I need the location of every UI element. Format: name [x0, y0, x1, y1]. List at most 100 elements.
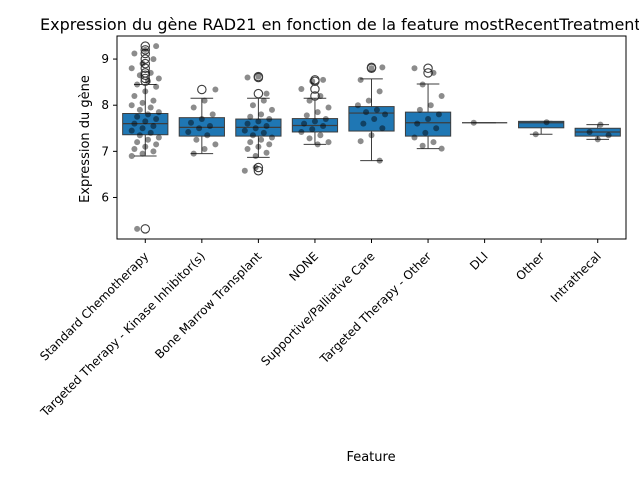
- data-point: [255, 73, 262, 80]
- data-point: [416, 106, 423, 113]
- data-point: [153, 116, 160, 123]
- data-point: [150, 56, 157, 63]
- data-point: [382, 111, 389, 118]
- data-point: [144, 78, 151, 85]
- data-point: [368, 132, 375, 139]
- data-point: [201, 146, 208, 153]
- data-point: [266, 116, 273, 123]
- data-point: [206, 122, 213, 129]
- data-point: [142, 46, 149, 53]
- data-point: [139, 60, 146, 67]
- outlier-marker: [253, 165, 264, 176]
- data-point: [365, 97, 372, 104]
- data-point: [260, 97, 267, 104]
- data-point: [363, 109, 370, 116]
- data-point: [241, 127, 248, 134]
- data-point: [252, 152, 259, 159]
- data-point: [266, 141, 273, 148]
- data-point: [438, 92, 445, 99]
- data-point: [419, 142, 426, 149]
- data-point: [147, 104, 154, 111]
- y-tick-label: 9: [101, 52, 109, 66]
- data-point: [247, 139, 254, 146]
- outlier-marker: [197, 84, 207, 95]
- y-tick-label: 6: [101, 190, 109, 204]
- data-point: [376, 88, 383, 95]
- data-point: [139, 125, 146, 132]
- data-point: [314, 141, 321, 148]
- data-point: [185, 128, 192, 135]
- data-point: [320, 122, 327, 129]
- outlier-marker: [253, 88, 264, 99]
- data-point: [258, 136, 265, 143]
- data-point: [139, 99, 146, 106]
- data-point: [368, 65, 375, 72]
- chart-title: Expression du gène RAD21 en fonction de …: [40, 15, 639, 34]
- data-point: [136, 106, 143, 113]
- outlier-marker: [140, 73, 151, 84]
- outlier-marker: [423, 68, 433, 78]
- data-point: [147, 69, 154, 76]
- data-point: [196, 125, 203, 132]
- data-point: [201, 97, 208, 104]
- data-point: [309, 126, 316, 133]
- data-point: [470, 119, 477, 126]
- box-iqr: [348, 106, 395, 132]
- data-point: [190, 150, 197, 157]
- outlier-marker: [140, 63, 151, 74]
- y-tick-label: 8: [101, 98, 109, 112]
- data-point: [430, 139, 437, 146]
- outlier-marker: [423, 63, 433, 74]
- data-point: [134, 113, 141, 120]
- data-point: [594, 136, 601, 143]
- data-point: [325, 139, 332, 146]
- data-point: [597, 121, 604, 128]
- data-point: [193, 136, 200, 143]
- outlier-marker: [140, 48, 151, 59]
- data-point: [136, 72, 143, 79]
- outlier-marker: [140, 224, 151, 234]
- data-point: [247, 113, 254, 120]
- data-point: [430, 69, 437, 76]
- data-point: [209, 111, 216, 118]
- data-point: [136, 132, 143, 139]
- outlier-marker: [310, 91, 320, 101]
- data-point: [427, 102, 434, 109]
- outlier-marker: [140, 54, 151, 64]
- data-point: [425, 116, 432, 123]
- data-point: [306, 97, 313, 104]
- data-point: [190, 104, 197, 111]
- data-point: [155, 134, 162, 141]
- data-point: [301, 120, 308, 127]
- data-point: [128, 65, 135, 72]
- data-point: [414, 120, 421, 127]
- data-point: [244, 120, 251, 127]
- data-point: [357, 138, 364, 145]
- data-point: [422, 129, 429, 136]
- data-point: [212, 141, 219, 148]
- data-point: [198, 116, 205, 123]
- data-point: [298, 128, 305, 135]
- data-point: [187, 119, 194, 126]
- outlier-marker: [140, 68, 151, 78]
- data-point: [532, 131, 539, 138]
- data-point: [311, 118, 318, 125]
- data-point: [249, 102, 256, 109]
- box-iqr: [518, 120, 565, 129]
- y-axis-label: Expression du gène: [78, 75, 93, 203]
- data-point: [155, 75, 162, 82]
- data-point: [438, 145, 445, 152]
- data-point: [268, 134, 275, 141]
- data-point: [139, 150, 146, 157]
- outlier-marker: [310, 84, 320, 94]
- outlier-marker: [140, 70, 151, 80]
- outlier-marker: [140, 58, 151, 69]
- data-point: [263, 122, 270, 129]
- data-point: [255, 118, 262, 125]
- data-point: [244, 146, 251, 153]
- data-point: [373, 106, 380, 113]
- data-point: [360, 120, 367, 127]
- outlier-marker: [253, 162, 264, 173]
- outlier-marker: [366, 62, 377, 73]
